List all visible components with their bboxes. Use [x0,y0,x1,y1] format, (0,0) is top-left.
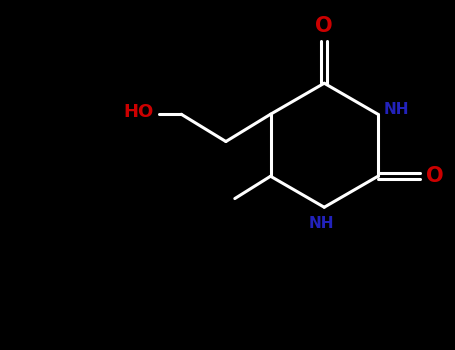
Text: NH: NH [384,102,410,117]
Text: NH: NH [309,216,334,231]
Text: O: O [426,166,444,186]
Text: HO: HO [124,103,154,121]
Text: O: O [315,16,333,36]
